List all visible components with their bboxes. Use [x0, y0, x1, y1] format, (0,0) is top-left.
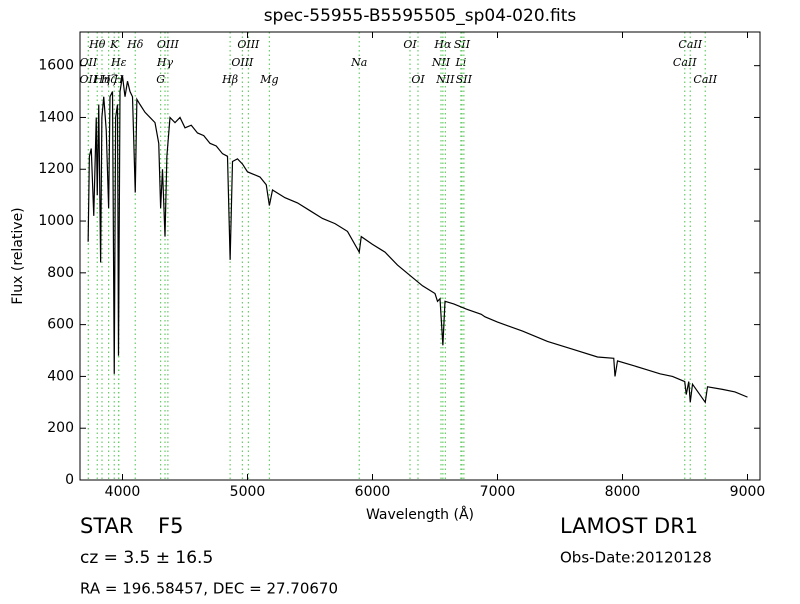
line-label: NII — [431, 56, 451, 69]
y-axis-label: Flux (relative) — [10, 207, 26, 304]
survey-label: LAMOST DR1 — [560, 514, 698, 538]
chart-title: spec-55955-B5595505_sp04-020.fits — [264, 6, 577, 26]
line-label: G — [156, 73, 165, 86]
y-tick-label: 400 — [47, 368, 74, 384]
x-tick-label: 7000 — [480, 484, 516, 500]
x-tick-label: 9000 — [730, 484, 766, 500]
line-label: Mg — [259, 73, 278, 86]
line-label: NII — [435, 73, 455, 86]
line-label: Li — [454, 56, 466, 69]
line-label: CaII — [673, 56, 697, 69]
class-label: STAR — [80, 514, 133, 538]
line-label: OII — [80, 56, 98, 69]
line-label: Hε — [110, 56, 127, 69]
line-label: CaII — [678, 38, 702, 51]
line-label: OIII — [231, 56, 254, 69]
y-tick-label: 0 — [65, 472, 74, 488]
line-label: Hη — [93, 73, 111, 86]
x-tick-label: 6000 — [355, 484, 391, 500]
line-label: SII — [456, 73, 473, 86]
line-label: Hα — [433, 38, 452, 51]
line-label: Hζ — [100, 73, 118, 86]
coords-label: RA = 196.58457, DEC = 27.70670 — [80, 580, 338, 598]
line-label: Na — [350, 56, 367, 69]
line-label: Hγ — [156, 56, 174, 69]
x-axis-label: Wavelength (Å) — [366, 506, 474, 523]
redshift-label: cz = 3.5 ± 16.5 — [80, 548, 213, 568]
line-label: Hδ — [126, 38, 144, 51]
line-label: OI — [403, 38, 417, 51]
y-tick-label: 1000 — [38, 213, 74, 229]
y-tick-label: 800 — [47, 265, 74, 281]
line-label: K — [109, 38, 119, 51]
line-label: H — [113, 73, 124, 86]
date-label: Obs-Date:20120128 — [560, 549, 712, 567]
y-tick-label: 200 — [47, 420, 74, 436]
spectrum-line — [87, 75, 748, 404]
line-label: OIII — [237, 38, 260, 51]
x-tick-label: 4000 — [105, 484, 141, 500]
x-tick-label: 8000 — [605, 484, 641, 500]
y-tick-label: 1400 — [38, 109, 74, 125]
line-label: OIII — [157, 38, 180, 51]
line-label: CaII — [693, 73, 717, 86]
y-tick-label: 1600 — [38, 58, 74, 74]
line-label: OI — [411, 73, 425, 86]
line-label: SII — [454, 38, 471, 51]
y-tick-label: 600 — [47, 317, 74, 333]
subclass-label: F5 — [158, 514, 183, 538]
x-tick-label: 5000 — [230, 484, 266, 500]
plot-frame — [79, 31, 761, 481]
line-label: Hθ — [88, 38, 106, 51]
line-label: OII — [80, 73, 98, 86]
y-tick-label: 1200 — [38, 161, 74, 177]
line-label: Hβ — [221, 73, 238, 86]
